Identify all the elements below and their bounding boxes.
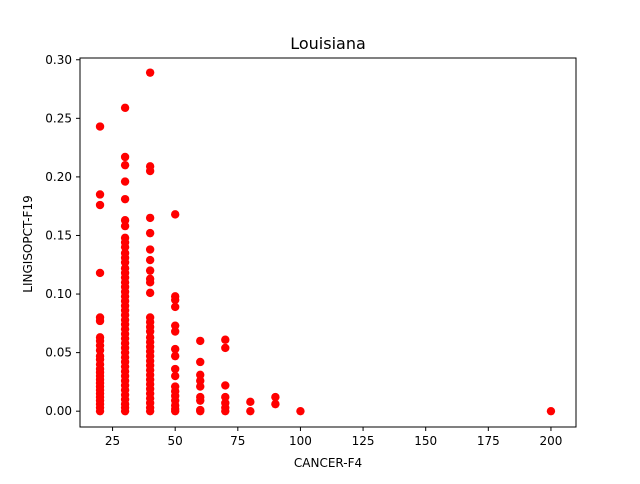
x-tick-label: 200	[539, 434, 562, 448]
chart-title: Louisiana	[290, 34, 366, 53]
data-point	[196, 396, 205, 405]
data-point	[145, 213, 155, 223]
points-layer	[95, 68, 556, 416]
data-point	[196, 357, 205, 367]
data-point	[170, 371, 180, 381]
data-point	[170, 344, 180, 354]
data-point	[95, 346, 105, 355]
data-point	[145, 266, 155, 275]
data-point	[95, 406, 105, 416]
data-point	[95, 268, 105, 278]
data-point	[120, 103, 130, 112]
data-point	[120, 406, 130, 416]
x-tick-label: 125	[352, 434, 375, 448]
data-point	[196, 370, 205, 380]
data-point	[296, 406, 305, 416]
data-point	[546, 406, 556, 416]
y-tick-label: 0.15	[45, 228, 72, 242]
data-point	[145, 228, 155, 238]
plot-frame	[79, 57, 577, 428]
data-point	[145, 166, 155, 176]
y-tick-label: 0.30	[45, 53, 72, 67]
data-point	[170, 321, 180, 330]
data-point	[170, 327, 180, 336]
data-point	[221, 381, 230, 390]
data-point	[145, 245, 155, 254]
data-point	[170, 302, 180, 312]
x-tick-label: 75	[230, 434, 245, 448]
y-tick-label: 0.00	[45, 404, 72, 418]
data-point	[145, 255, 155, 265]
data-point	[196, 406, 205, 416]
x-axis-label: CANCER-F4	[294, 456, 362, 470]
x-tick-label: 25	[105, 434, 120, 448]
y-tick-label: 0.25	[45, 111, 72, 125]
axes-layer: 25 50 75 100 125 150 175 200 0.00 0.05 0.10 0.15 0.2…	[45, 53, 577, 448]
data-point	[170, 364, 180, 374]
data-point	[145, 278, 155, 287]
data-point	[120, 152, 130, 162]
data-point	[120, 258, 130, 267]
data-point	[271, 392, 280, 402]
data-point	[145, 406, 155, 416]
data-point	[221, 406, 230, 416]
data-point	[95, 122, 105, 131]
y-tick-label: 0.05	[45, 346, 72, 360]
data-point	[95, 200, 105, 210]
data-point	[246, 397, 255, 407]
data-point	[170, 351, 180, 361]
data-point	[120, 194, 130, 204]
y-axis-label: LINGISOPCT-F19	[21, 195, 35, 292]
data-point	[120, 160, 130, 170]
data-point	[120, 177, 130, 186]
data-point	[120, 242, 130, 252]
data-point	[221, 343, 230, 353]
data-point	[170, 210, 180, 219]
data-point	[170, 295, 180, 305]
data-point	[145, 288, 155, 298]
x-tick-label: 50	[168, 434, 183, 448]
data-point	[95, 190, 105, 199]
data-point	[95, 316, 105, 326]
data-point	[196, 382, 205, 391]
data-point	[120, 216, 130, 225]
data-point	[145, 68, 155, 77]
y-tick-label: 0.10	[45, 287, 72, 301]
data-point	[246, 406, 255, 416]
data-point	[120, 221, 130, 231]
x-tick-label: 100	[289, 434, 312, 448]
data-point	[145, 327, 155, 336]
data-point	[196, 336, 205, 346]
data-point	[196, 376, 205, 385]
y-tick-label: 0.20	[45, 170, 72, 184]
x-tick-label: 150	[414, 434, 437, 448]
data-point	[221, 335, 230, 344]
data-point	[221, 392, 230, 402]
x-tick-label: 175	[477, 434, 500, 448]
data-point	[271, 399, 280, 409]
data-point	[170, 406, 180, 416]
